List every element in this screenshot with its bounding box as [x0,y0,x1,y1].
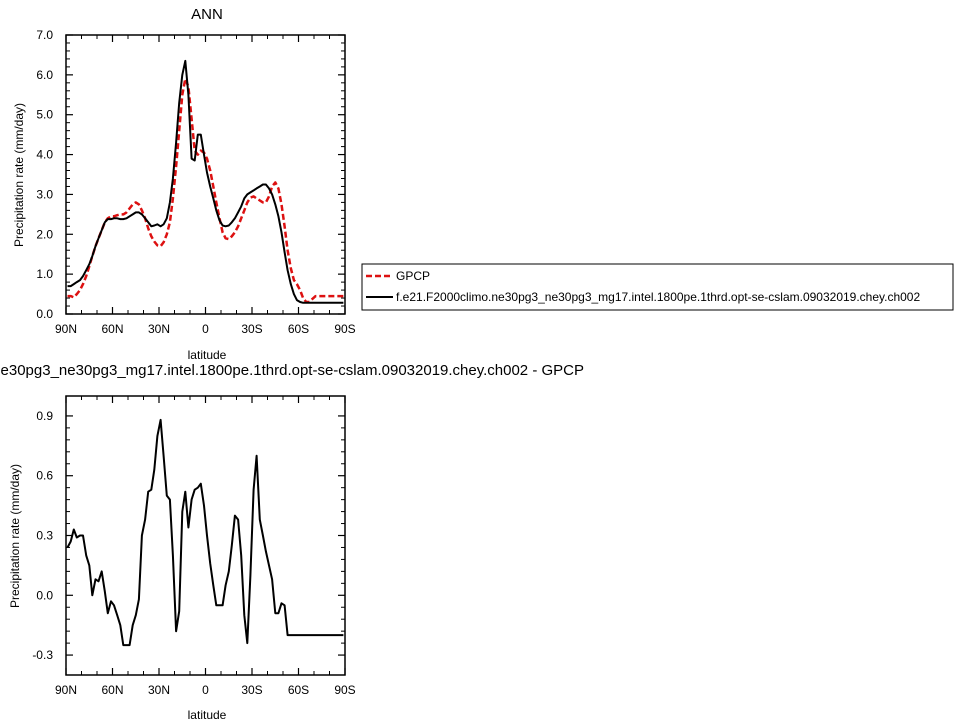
x-tick-label: 90S [334,322,355,336]
y-tick-label: 6.0 [36,68,53,82]
y-tick-label: 0.0 [36,588,53,602]
x-tick-label: 90S [334,683,355,697]
y-tick-label: 7.0 [36,28,53,42]
y-tick-label: 2.0 [36,227,53,241]
y-tick-label: -0.3 [32,648,53,662]
series-line-model [67,59,344,304]
axis-ticks: 90N 60N 30N 0 30S 60S 90S -0.3 0.0 0.3 0.6 0.9 [32,396,356,697]
legend-label-gpcp: GPCP [396,269,430,283]
axis-ticks: 90N 60N 30N 0 30S 60S 90S 0.0 1.0 2.0 3.0 4.0 5.0 6.0… [36,28,355,336]
series-line-difference [66,418,344,647]
y-tick-label: 0.0 [36,307,53,321]
x-tick-label: 90N [55,683,77,697]
y-tick-label: 0.6 [36,469,53,483]
legend: GPCP f.e21.F2000climo.ne30pg3_ne30pg3_mg… [361,263,954,311]
series-lines [66,418,344,647]
x-tick-label: 60S [288,322,309,336]
legend-label-model: f.e21.F2000climo.ne30pg3_ne30pg3_mg17.in… [396,290,920,304]
series-line-gpcp [67,77,344,304]
x-tick-label: 90N [55,322,77,336]
y-tick-label: 3.0 [36,187,53,201]
x-tick-label: 0 [202,683,209,697]
y-axis-label: Precipitation rate (mm/day) [8,464,22,608]
y-axis-label: Precipitation rate (mm/day) [12,103,26,247]
x-axis-label: latitude [188,708,227,722]
plot-frame [65,395,346,676]
chart-title: ANN [191,6,223,23]
x-tick-label: 30S [241,683,262,697]
x-axis-label: latitude [188,348,227,362]
y-tick-label: 0.9 [36,409,53,423]
x-tick-label: 30S [241,322,262,336]
legend-box [361,263,954,311]
y-tick-label: 4.0 [36,148,53,162]
annual-precip-panel: ANN Precipitation rate (mm/day) latitude… [12,6,356,362]
difference-panel: f.e21.F2000climo.ne30pg3_ne30pg3_mg17.in… [0,362,584,722]
x-tick-label: 0 [202,322,209,336]
x-tick-label: 30N [148,322,170,336]
series-lines [67,59,344,304]
y-tick-label: 5.0 [36,108,53,122]
y-tick-label: 1.0 [36,267,53,281]
chart-title-difference: f.e21.F2000climo.ne30pg3_ne30pg3_mg17.in… [0,362,584,379]
x-tick-label: 60N [101,683,123,697]
x-tick-label: 60N [101,322,123,336]
x-tick-label: 60S [288,683,309,697]
x-tick-label: 30N [148,683,170,697]
plot-frame [65,34,346,315]
y-tick-label: 0.3 [36,529,53,543]
